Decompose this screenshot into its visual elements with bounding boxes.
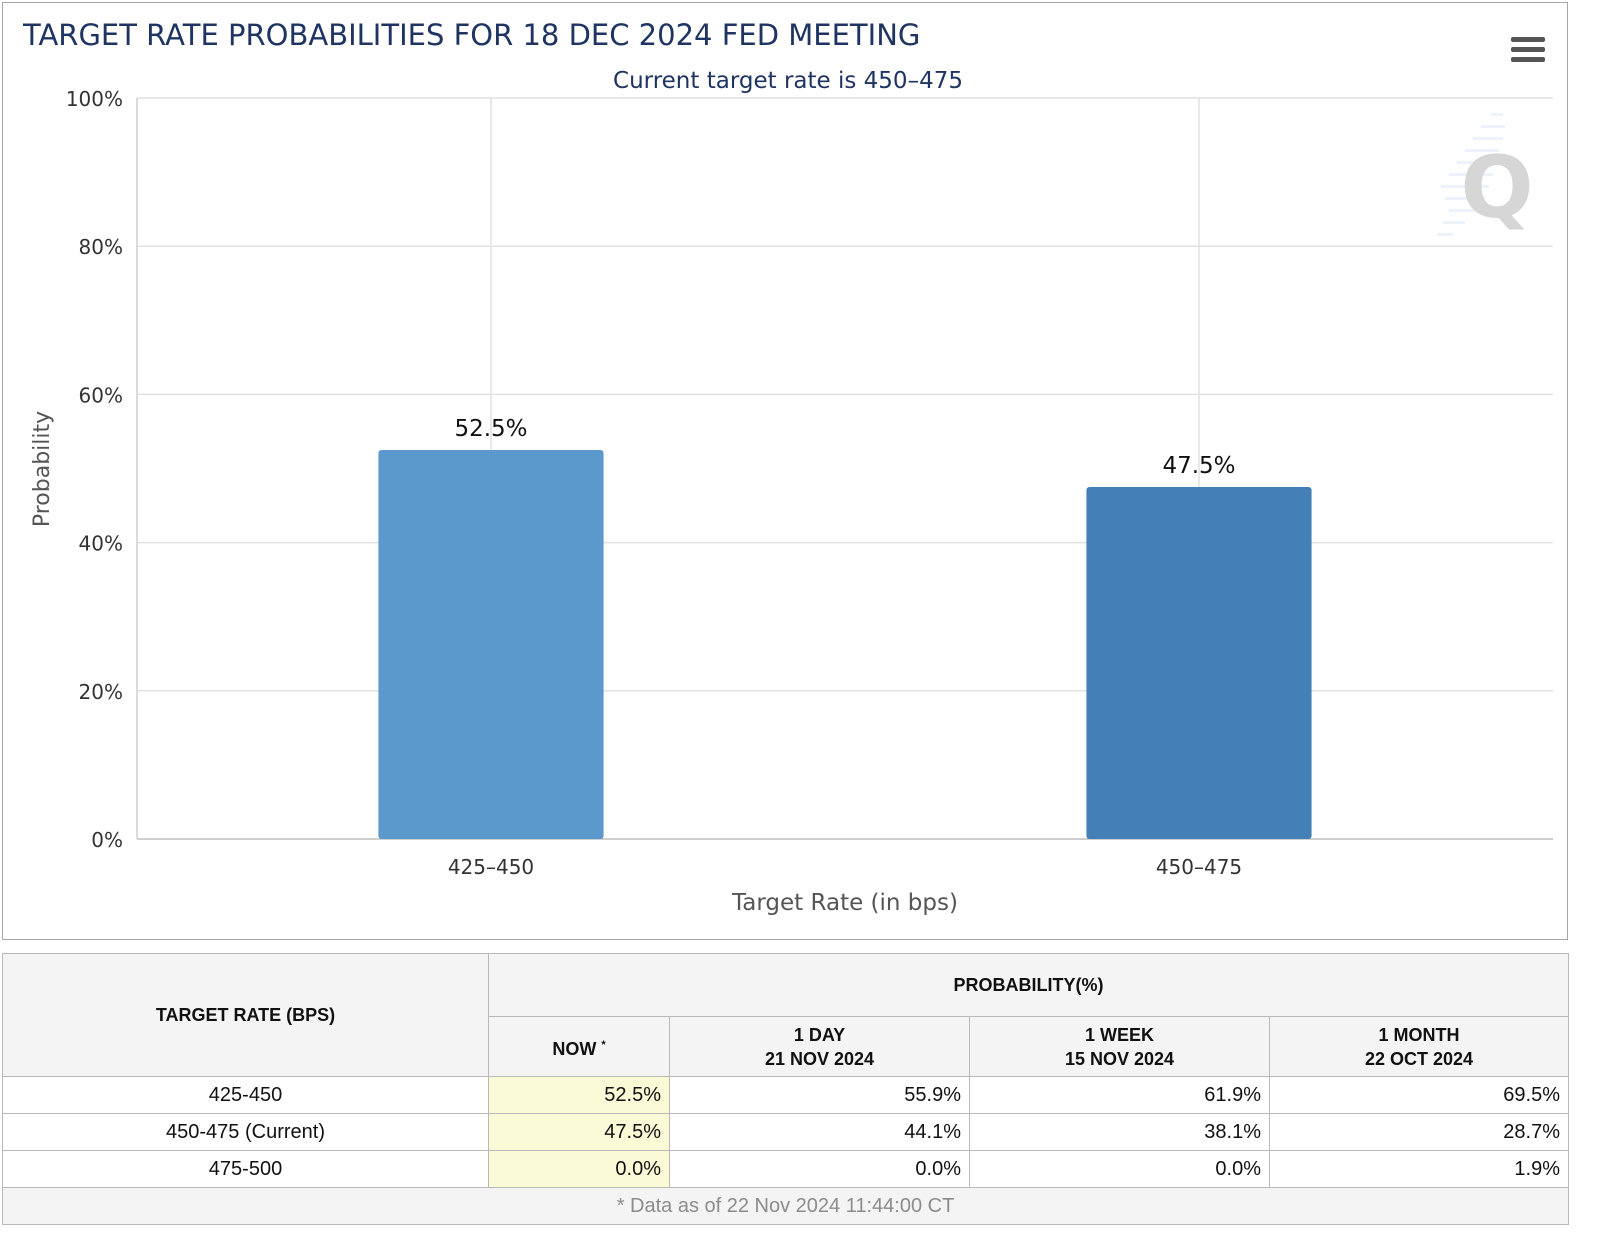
row-1-day-value: 44.1% (669, 1113, 970, 1151)
svg-text:Q: Q (1460, 138, 1533, 238)
bar (1086, 487, 1312, 839)
row-1-week-value: 61.9% (969, 1076, 1270, 1114)
table-row: 450-475 (Current) 47.5% 44.1% 38.1% 28.7… (2, 1113, 1569, 1151)
y-tick-label: 100% (66, 87, 123, 111)
row-1-week-value: 38.1% (969, 1113, 1270, 1151)
header-now: NOW * (488, 1016, 670, 1077)
x-axis-label: Target Rate (in bps) (731, 890, 958, 916)
y-axis-label: Probability (30, 411, 55, 527)
x-tick-label: 425–450 (448, 855, 534, 879)
row-1-day-value: 55.9% (669, 1076, 970, 1114)
row-now-value: 52.5% (488, 1076, 670, 1114)
row-1-month-value: 1.9% (1269, 1150, 1569, 1188)
header-1-day: 1 DAY 21 NOV 2024 (669, 1016, 970, 1077)
row-now-value: 47.5% (488, 1113, 670, 1151)
header-1-week: 1 WEEK 15 NOV 2024 (969, 1016, 1270, 1077)
q-logo-watermark-icon: Q (1437, 113, 1534, 238)
hamburger-menu-icon[interactable] (1511, 37, 1545, 65)
probability-table: TARGET RATE (BPS) PROBABILITY(%) NOW * 1… (2, 953, 1569, 1225)
y-tick-label: 80% (79, 235, 123, 259)
grid-lines (136, 97, 1553, 840)
x-axis-ticks: 425–450 450–475 (448, 855, 1242, 879)
row-1-week-value: 0.0% (969, 1150, 1270, 1188)
y-tick-label: 0% (91, 828, 123, 852)
row-rate: 475-500 (2, 1150, 489, 1188)
header-target-rate: TARGET RATE (BPS) (2, 953, 489, 1077)
header-probability: PROBABILITY(%) (488, 953, 1569, 1017)
bar-chart: Q TARGET RATE PROBABILITIES FOR 18 DEC 2… (22, 18, 1553, 916)
bar (378, 449, 604, 839)
chart-title: TARGET RATE PROBABILITIES FOR 18 DEC 202… (22, 18, 920, 52)
data-timestamp-footnote: * Data as of 22 Nov 2024 11:44:00 CT (2, 1187, 1569, 1225)
chart-subtitle: Current target rate is 450–475 (613, 68, 963, 94)
y-axis-ticks: 0% 20% 40% 60% 80% 100% (66, 87, 123, 852)
header-1-month: 1 MONTH 22 OCT 2024 (1269, 1016, 1569, 1077)
table-row: 425-450 52.5% 55.9% 61.9% 69.5% (2, 1076, 1569, 1114)
row-1-day-value: 0.0% (669, 1150, 970, 1188)
row-rate: 450-475 (Current) (2, 1113, 489, 1151)
row-1-month-value: 28.7% (1269, 1113, 1569, 1151)
row-now-value: 0.0% (488, 1150, 670, 1188)
data-label: 47.5% (1162, 453, 1235, 479)
bars: 52.5% 47.5% (378, 416, 1312, 839)
chart-panel: Q TARGET RATE PROBABILITIES FOR 18 DEC 2… (2, 2, 1568, 940)
table-row: 475-500 0.0% 0.0% 0.0% 1.9% (2, 1150, 1569, 1188)
y-tick-label: 40% (79, 532, 123, 556)
y-tick-label: 60% (79, 383, 123, 407)
x-tick-label: 450–475 (1156, 855, 1242, 879)
row-1-month-value: 69.5% (1269, 1076, 1569, 1114)
data-label: 52.5% (454, 416, 527, 442)
row-rate: 425-450 (2, 1076, 489, 1114)
y-tick-label: 20% (79, 680, 123, 704)
